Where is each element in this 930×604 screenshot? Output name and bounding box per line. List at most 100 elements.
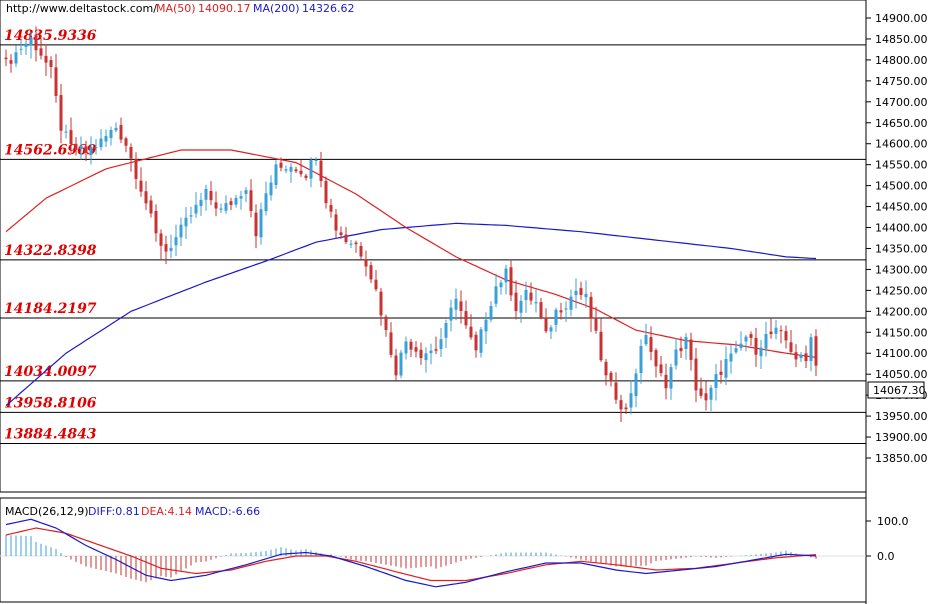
candle [164, 235, 168, 265]
candle [244, 187, 248, 203]
candle [814, 329, 818, 377]
candle [369, 261, 373, 284]
candle [324, 176, 328, 209]
candle [569, 289, 573, 317]
candle [159, 229, 163, 259]
candle [19, 39, 23, 56]
candle [744, 334, 748, 352]
price-tick-label: 14850.00 [875, 33, 928, 46]
candle [784, 325, 788, 349]
candle [174, 224, 178, 256]
candle [194, 192, 198, 218]
candle [444, 319, 448, 349]
candle [769, 318, 773, 339]
candle [179, 217, 183, 247]
ma200-series [5, 222, 817, 407]
candle [409, 339, 413, 358]
candle [714, 363, 718, 401]
candle [29, 31, 33, 59]
candle [804, 345, 808, 369]
candle [649, 326, 653, 361]
candle [129, 143, 133, 172]
candle [734, 340, 738, 355]
level-label: 14562.6969 [4, 142, 97, 158]
price-tick-label: 14700.00 [875, 96, 928, 109]
candle [574, 278, 578, 309]
candle [429, 343, 433, 365]
ma200-label: MA(200) [253, 2, 300, 15]
candle [474, 331, 478, 358]
candle [759, 339, 763, 369]
price-tick-label: 14800.00 [875, 54, 928, 67]
price-tick-label: 14450.00 [875, 201, 928, 214]
price-tick-label: 14900.00 [875, 12, 928, 25]
candle [494, 273, 498, 308]
candle [99, 129, 103, 151]
price-tick-label: 14650.00 [875, 117, 928, 130]
macd-histogram [5, 535, 817, 583]
candle [489, 301, 493, 323]
candle [234, 195, 238, 208]
candle [529, 282, 533, 305]
candle [624, 403, 628, 415]
candle [219, 203, 223, 214]
candle [394, 348, 398, 381]
price-tick-label: 14300.00 [875, 263, 928, 276]
candle [449, 299, 453, 332]
level-label: 14184.2197 [4, 301, 97, 317]
candle [534, 289, 538, 313]
price-tick-label: 14550.00 [875, 159, 928, 172]
candle [594, 306, 598, 334]
price-tick-label: 14050.00 [875, 368, 928, 381]
macd-dea-label: DEA:4.14 [141, 505, 192, 518]
candle [119, 117, 123, 144]
candle [309, 157, 313, 188]
candle [794, 344, 798, 368]
candle [319, 151, 323, 188]
candle [414, 341, 418, 358]
site-url: http://www.deltastock.com/ [6, 2, 157, 15]
candle [329, 198, 333, 218]
candle [469, 314, 473, 340]
candle [384, 314, 388, 337]
candle [69, 117, 73, 154]
candle [564, 301, 568, 322]
ma200-value: 14326.62 [302, 2, 355, 15]
candle [554, 307, 558, 332]
candle [539, 297, 543, 320]
candle [704, 381, 708, 411]
candle [634, 368, 638, 408]
candle [239, 190, 243, 210]
candle [644, 323, 648, 347]
price-tick-label: 14500.00 [875, 180, 928, 193]
candle [374, 269, 378, 292]
candle [524, 281, 528, 313]
candle [104, 129, 108, 148]
price-tick-label: 14400.00 [875, 222, 928, 235]
candle [689, 332, 693, 371]
candle [314, 157, 318, 166]
candle [659, 356, 663, 377]
candle [779, 325, 783, 344]
candle [364, 250, 368, 277]
candle [389, 322, 393, 358]
candle [584, 280, 588, 308]
candle [289, 163, 293, 183]
candle [764, 321, 768, 357]
candle [609, 371, 613, 387]
candle [739, 331, 743, 351]
candle [709, 385, 713, 412]
candle [49, 56, 53, 79]
candle [139, 167, 143, 197]
candle [74, 137, 78, 156]
candle [434, 336, 438, 355]
candle [209, 181, 213, 206]
candle [439, 327, 443, 357]
candle [749, 331, 753, 346]
candle [424, 347, 428, 373]
level-label: 14034.0097 [4, 364, 97, 380]
candle [679, 336, 683, 358]
candle [599, 318, 603, 362]
candle [694, 347, 698, 403]
